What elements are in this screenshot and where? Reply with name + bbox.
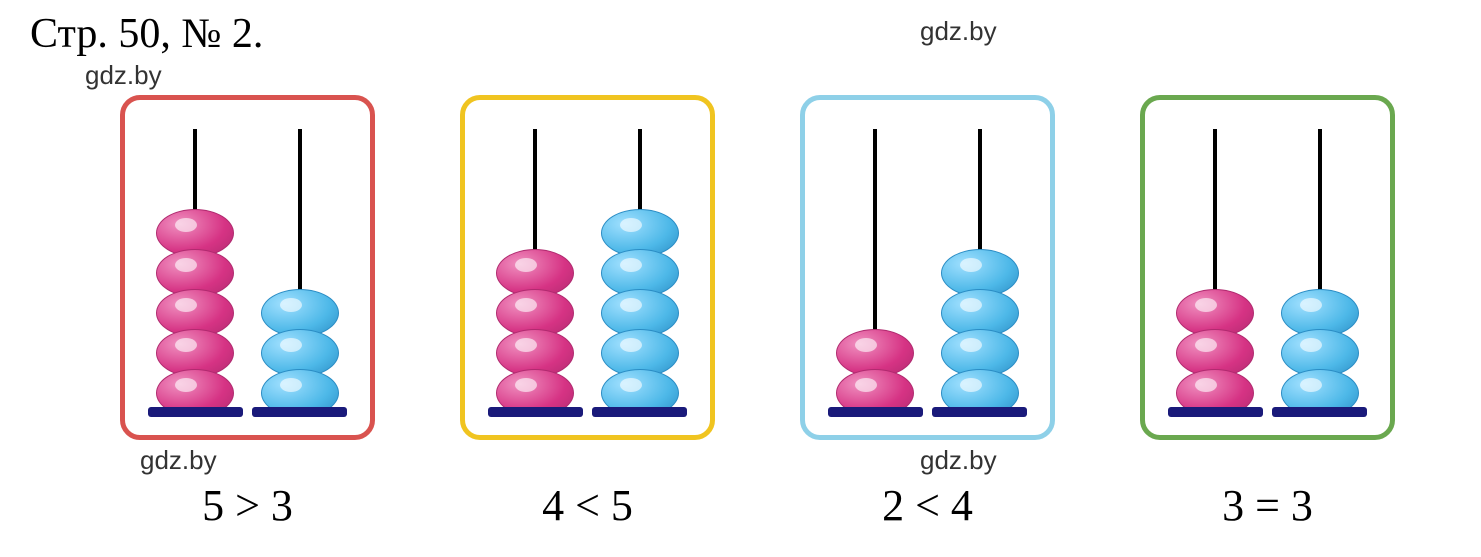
- bead-stack: [1281, 289, 1359, 409]
- comparison-label: 4 < 5: [460, 480, 715, 531]
- comparison-label: 2 < 4: [800, 480, 1055, 531]
- page-title: Стр. 50, № 2.: [30, 10, 263, 58]
- bead-stack: [1176, 289, 1254, 409]
- comparison-label: 3 = 3: [1140, 480, 1395, 531]
- bead-stack: [261, 289, 339, 409]
- rod-group: [148, 209, 243, 417]
- bead-stack: [496, 249, 574, 409]
- rod-group: [932, 249, 1027, 417]
- watermark: gdz.by: [920, 445, 997, 476]
- bead-stack: [156, 209, 234, 409]
- rod-group: [828, 329, 923, 417]
- watermark: gdz.by: [920, 16, 997, 47]
- rod-group: [1272, 289, 1367, 417]
- comparison-row: 5 > 3 4 < 5 2 < 4 3 = 3: [120, 480, 1395, 531]
- rod-base: [828, 407, 923, 417]
- rod-group: [1168, 289, 1263, 417]
- bead-stack: [941, 249, 1019, 409]
- rod-base: [252, 407, 347, 417]
- rod-group: [592, 209, 687, 417]
- watermark: gdz.by: [140, 445, 217, 476]
- rod-group: [252, 289, 347, 417]
- watermark: gdz.by: [85, 60, 162, 91]
- rod-base: [932, 407, 1027, 417]
- abacus-box: [800, 95, 1055, 440]
- abacus-box: [1140, 95, 1395, 440]
- rod-group: [488, 249, 583, 417]
- rod-base: [592, 407, 687, 417]
- rod-base: [1168, 407, 1263, 417]
- rod-base: [1272, 407, 1367, 417]
- bead-stack: [836, 329, 914, 409]
- rod-base: [148, 407, 243, 417]
- comparison-label: 5 > 3: [120, 480, 375, 531]
- abacus-box: [460, 95, 715, 440]
- abacus-box: [120, 95, 375, 440]
- rod-base: [488, 407, 583, 417]
- bead-stack: [601, 209, 679, 409]
- abacus-row: [120, 95, 1395, 440]
